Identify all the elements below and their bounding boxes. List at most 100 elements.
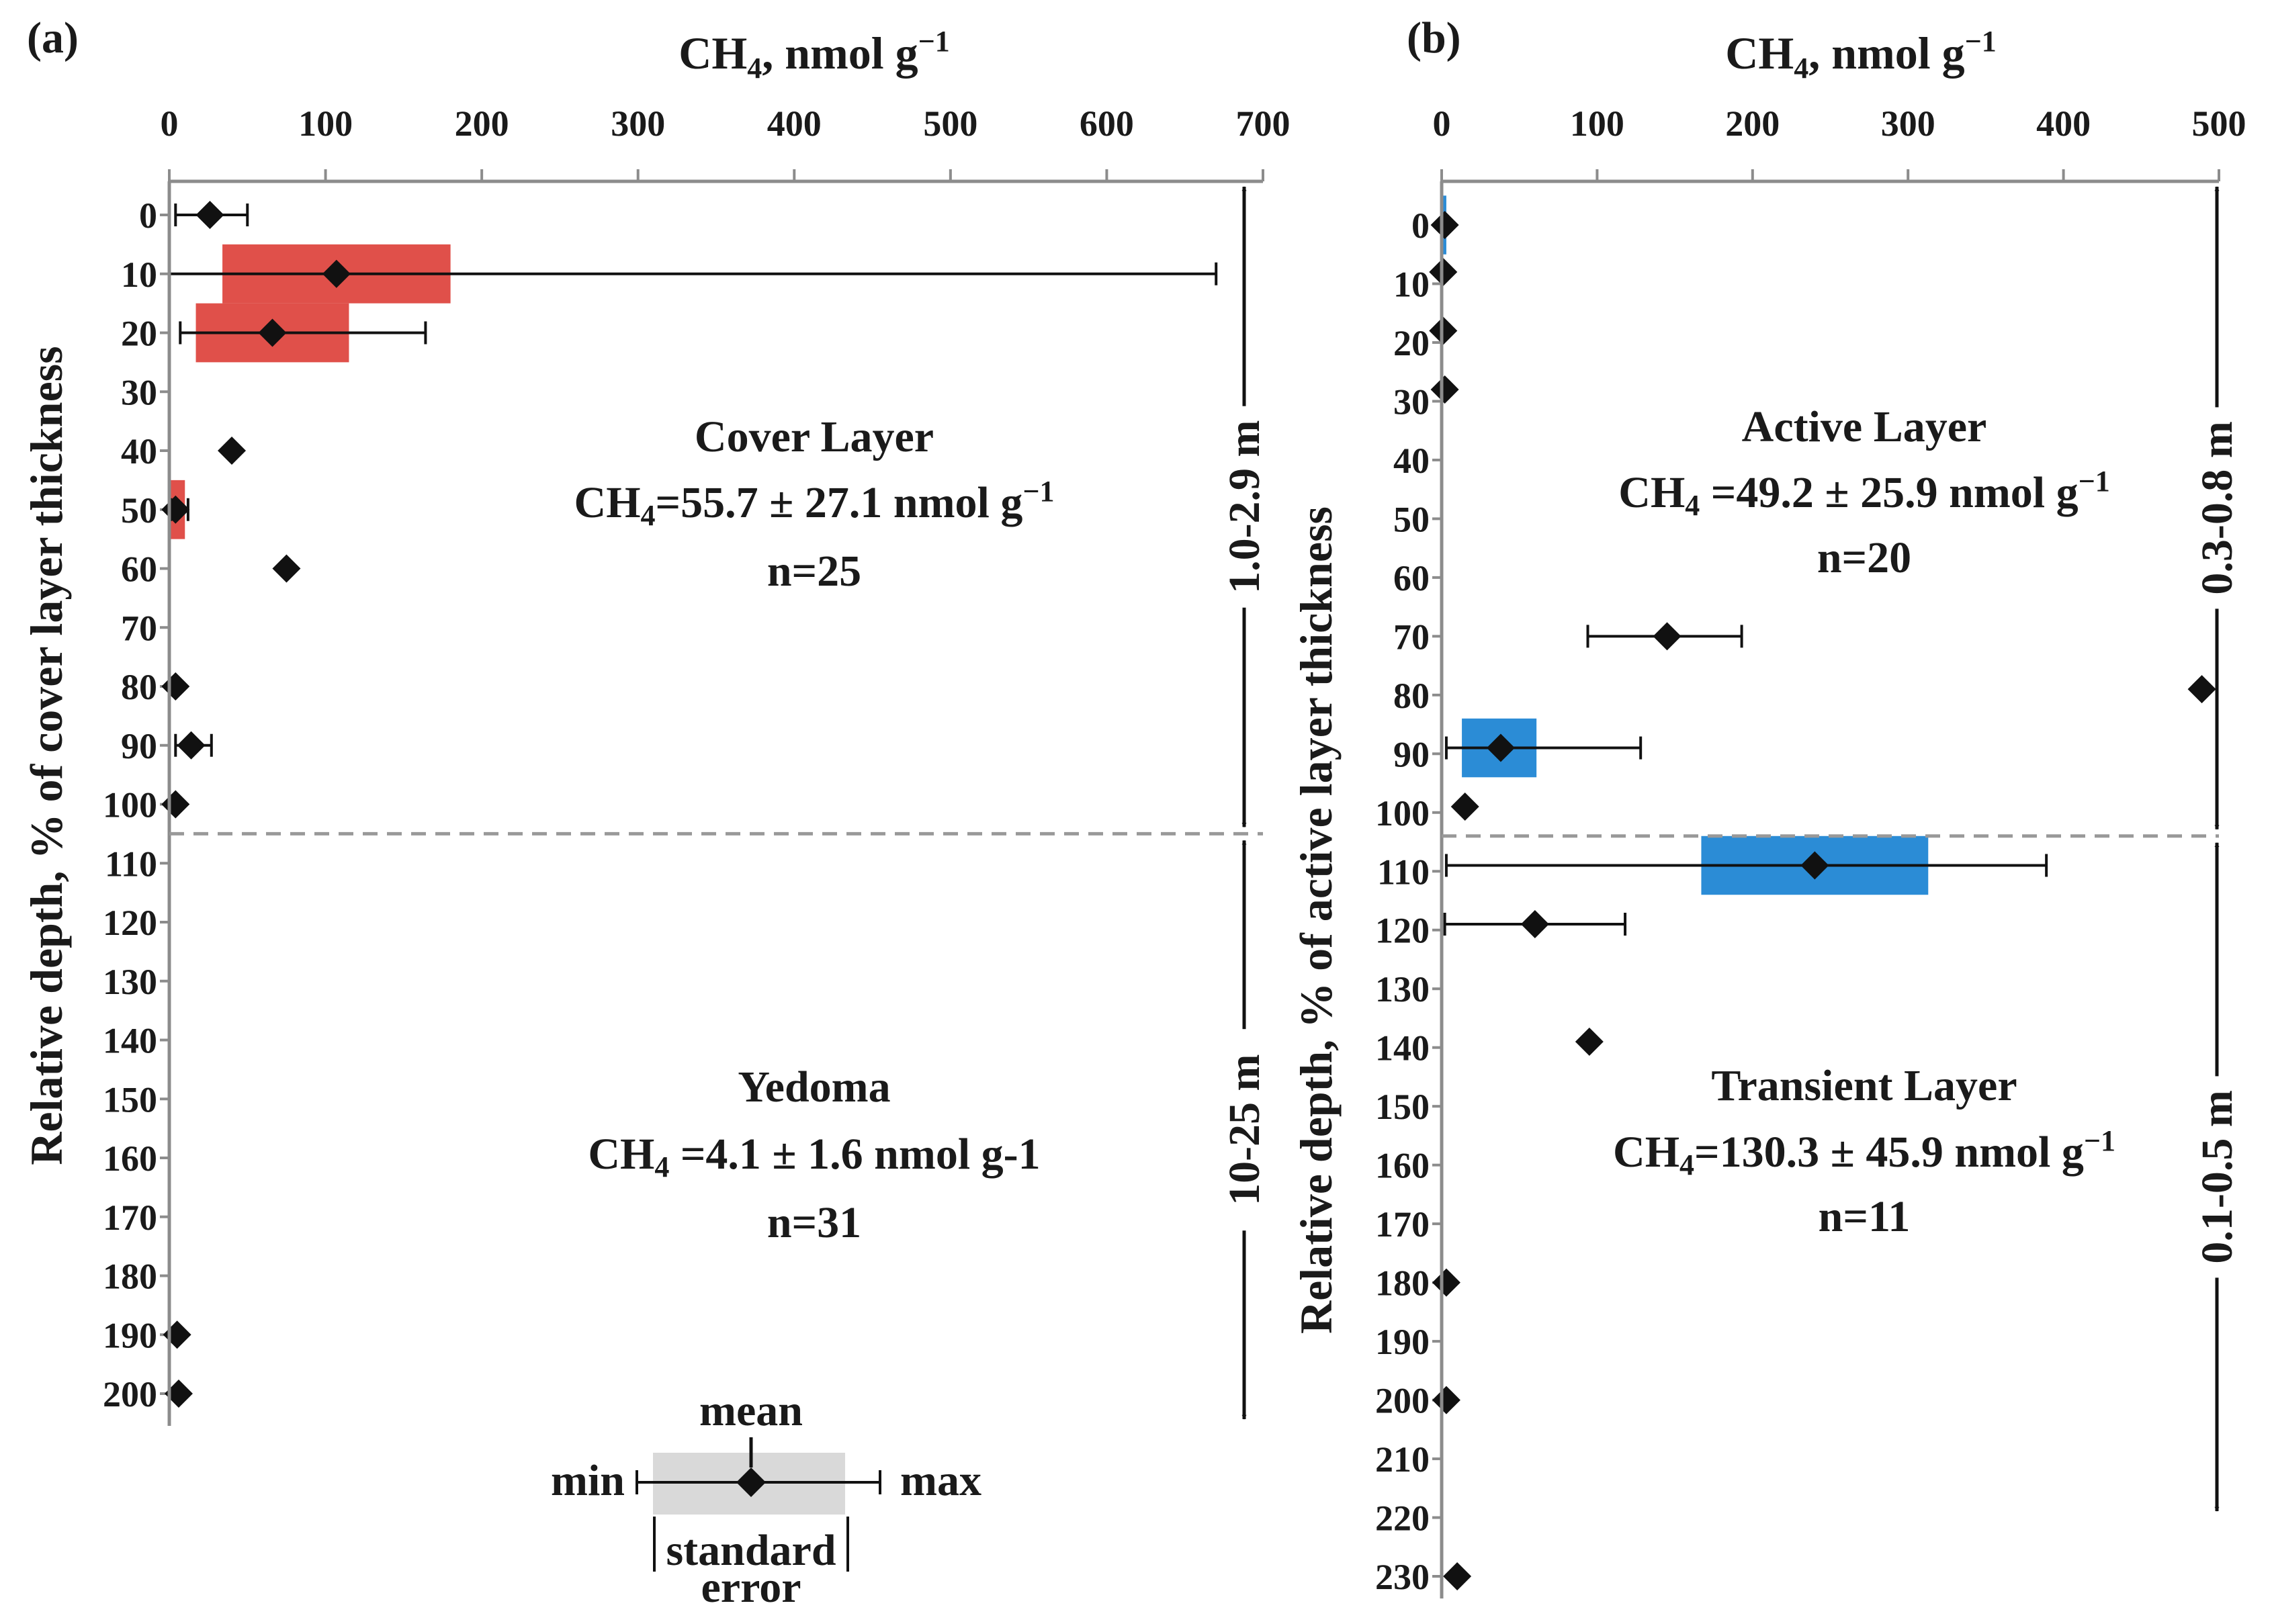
y-tick-label: 210 — [1375, 1439, 1430, 1480]
mean-marker — [1450, 793, 1479, 821]
layer-name: Yedoma — [738, 1063, 890, 1112]
layer-count: n=25 — [767, 547, 861, 596]
y-tick-label: 150 — [103, 1079, 157, 1120]
mean-marker — [177, 731, 206, 760]
thickness-label: 10-25 m — [1220, 1054, 1269, 1205]
layer-stat-sub: 4 — [641, 499, 656, 532]
legend-key: mean min max standard error — [551, 1386, 981, 1612]
x-tick-label: 700 — [1236, 103, 1291, 144]
y-tick-label: 130 — [1375, 969, 1430, 1009]
y-tick-label: 130 — [103, 962, 157, 1002]
y-tick-label: 90 — [1393, 734, 1430, 774]
x-tick-label: 100 — [1570, 103, 1624, 144]
mean-marker — [258, 318, 287, 347]
y-tick-label: 140 — [1375, 1028, 1430, 1069]
mean-marker — [272, 554, 301, 583]
layer-name: Transient Layer — [1711, 1061, 2017, 1110]
layer-stat-value: =49.2 ± 25.9 nmol g — [1700, 468, 2078, 517]
mean-marker — [195, 201, 224, 229]
x-tick-label: 300 — [611, 103, 665, 144]
layer-stat-value: =4.1 ± 1.6 nmol g-1 — [669, 1130, 1040, 1179]
panel-a-label: (a) — [27, 13, 79, 62]
legend-max-label: max — [900, 1456, 981, 1505]
layer-stat-sup: −1 — [2084, 1124, 2115, 1157]
y-tick-label: 170 — [103, 1198, 157, 1238]
panel-a-y-ticks: 0 10 20 30 40 50 60 70 80 90 100 110 120 130 140 150 160… — [103, 195, 169, 1414]
y-tick-label: 100 — [1375, 793, 1430, 833]
y-tick-label: 140 — [103, 1021, 157, 1061]
y-tick-label: 190 — [1375, 1322, 1430, 1362]
layer-stat-sup: −1 — [2079, 465, 2110, 498]
x-tick-label: 400 — [2036, 103, 2091, 144]
mean-marker — [163, 1320, 191, 1349]
legend-se-label-2: error — [701, 1563, 801, 1612]
x-tick-label: 400 — [767, 103, 822, 144]
mean-marker — [2187, 675, 2216, 704]
layer-stat-value: =55.7 ± 27.1 nmol g — [656, 478, 1023, 527]
mean-marker — [1432, 1268, 1460, 1297]
mean-marker — [1443, 1562, 1472, 1590]
y-tick-label: 110 — [1377, 852, 1430, 892]
x-tick-label: 200 — [455, 103, 509, 144]
thickness-label-bg — [1220, 406, 1268, 608]
thickness-label-bg — [2193, 1076, 2241, 1278]
layer-stat: CH4 =4.1 ± 1.6 nmol g-1 — [588, 1130, 1040, 1183]
y-tick-label: 200 — [103, 1374, 157, 1414]
y-tick-label: 170 — [1375, 1204, 1430, 1245]
layer-name: Cover Layer — [695, 412, 934, 461]
y-tick-label: 180 — [103, 1257, 157, 1297]
x-tick-label: 0 — [161, 103, 179, 144]
thickness-label: 0.3-0.8 m — [2193, 421, 2242, 594]
layer-stat-sub: 4 — [654, 1151, 669, 1183]
y-tick-label: 90 — [121, 726, 157, 766]
x-tick-label: 500 — [2192, 103, 2246, 144]
layer-count: n=11 — [1819, 1192, 1911, 1241]
panel-a-points — [161, 201, 351, 1408]
y-tick-label: 60 — [1393, 558, 1430, 598]
x-tick-label: 600 — [1080, 103, 1134, 144]
y-tick-label: 30 — [121, 372, 157, 412]
layer-stat: CH4=55.7 ± 27.1 nmol g−1 — [574, 475, 1055, 532]
panel-a-y-axis-title: Relative depth, % of cover layer thickne… — [21, 346, 72, 1165]
panel-b-x-ticks: 0 100 200 300 400 500 — [1433, 103, 2246, 181]
y-tick-label: 180 — [1375, 1263, 1430, 1304]
panel-a-x-ticks: 0 100 200 300 400 500 600 700 — [161, 103, 1291, 181]
y-tick-label: 0 — [1411, 206, 1430, 246]
mean-marker — [1575, 1027, 1604, 1056]
mean-marker — [1430, 211, 1459, 239]
panel-b-chart: (b) CH4, nmol g−1 Relative depth, % of a… — [1291, 13, 2246, 1598]
mean-marker — [218, 437, 247, 465]
panel-b-label: (b) — [1407, 13, 1461, 62]
layer-stat-ch: CH — [588, 1130, 654, 1179]
panel-b-x-axis-title: CH4, nmol g−1 — [1725, 25, 1996, 85]
layer-stat: CH4 =49.2 ± 25.9 nmol g−1 — [1618, 465, 2109, 522]
x-tick-label: 0 — [1433, 103, 1451, 144]
y-tick-label: 20 — [121, 314, 157, 354]
thickness-label-bg — [1220, 1029, 1268, 1231]
y-tick-label: 60 — [121, 549, 157, 590]
thickness-label: 1.0-2.9 m — [1220, 420, 1269, 593]
y-tick-label: 200 — [1375, 1381, 1430, 1421]
layer-count: n=20 — [1817, 533, 1911, 582]
y-tick-label: 120 — [1375, 911, 1430, 951]
y-tick-label: 230 — [1375, 1557, 1430, 1597]
x-tick-label: 100 — [298, 103, 353, 144]
y-tick-label: 40 — [121, 431, 157, 471]
thickness-label-bg — [2193, 407, 2241, 609]
y-tick-label: 10 — [121, 255, 157, 295]
y-tick-label: 120 — [103, 903, 157, 943]
mean-marker — [1432, 1386, 1460, 1414]
mean-marker — [1486, 733, 1515, 762]
layer-stat-ch: CH — [574, 478, 641, 527]
y-tick-label: 10 — [1393, 264, 1430, 304]
y-tick-label: 40 — [1393, 441, 1430, 481]
mean-marker — [164, 1380, 193, 1408]
panel-a-chart: (a) CH4, nmol g−1 Relative depth, % of c… — [21, 13, 1291, 1426]
mean-marker — [1430, 375, 1459, 404]
y-tick-label: 160 — [1375, 1146, 1430, 1186]
x-tick-label: 200 — [1725, 103, 1780, 144]
y-tick-label: 190 — [103, 1315, 157, 1355]
layer-name: Active Layer — [1742, 402, 1987, 451]
y-tick-label: 110 — [105, 844, 157, 884]
